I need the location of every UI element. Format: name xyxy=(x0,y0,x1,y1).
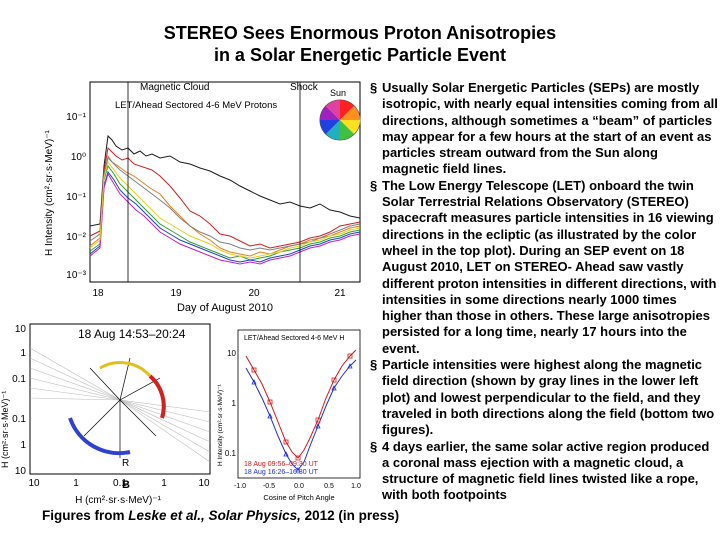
pitch-xtick-label: -1.0 xyxy=(234,483,246,490)
bullet-marker: § xyxy=(370,357,378,373)
top-ytick-label: 10⁰ xyxy=(71,152,86,163)
polar-plot-title: 18 Aug 14:53–20:24 xyxy=(78,327,186,341)
pitch-plot-xlabel: Cosine of Pitch Angle xyxy=(263,493,334,502)
top-ytick-label: 10⁻¹ xyxy=(66,192,86,203)
pitch-xtick-label: -0.5 xyxy=(263,483,275,490)
polar-ytick-label: 1 xyxy=(20,440,26,451)
pitch-xtick-label: 0.5 xyxy=(324,483,334,490)
bullet-marker: § xyxy=(370,80,378,95)
pitch-xtick-label: 1.0 xyxy=(351,483,361,490)
bullet-marker: § xyxy=(370,438,378,454)
figure-caption: Figures from Leske et al., Solar Physics… xyxy=(42,508,399,523)
polar-arc-low xyxy=(68,417,131,456)
pitch-series-1-points xyxy=(251,353,353,461)
top-plot-traces xyxy=(89,134,361,265)
pitch-series-2-points xyxy=(251,363,353,473)
polar-ytick-label: 10 xyxy=(15,324,27,335)
polar-xtick-label: 1 xyxy=(161,478,167,489)
polar-arc-high xyxy=(148,374,166,419)
pitch-plot-legend: LET/Ahead Sectored 4-6 MeV H xyxy=(244,335,344,342)
pitch-series-2-label: 18 Aug 16:26–16:30 UT xyxy=(244,469,319,476)
pitch-ytick-label: 10 xyxy=(227,349,236,358)
magnetic-field-lines xyxy=(29,347,211,463)
top-xtick-label: 20 xyxy=(248,288,260,299)
caption-citation: Leske et al., Solar Physics, xyxy=(128,508,301,523)
polar-xtick-label: 10 xyxy=(28,478,40,489)
top-xtick-label: 18 xyxy=(92,288,104,299)
bullet-text: Usually Solar Energetic Particles (SEPs)… xyxy=(382,80,718,177)
polar-plot-ylabel: H (cm²·sr·s·MeV)⁻¹ xyxy=(0,391,10,468)
bullet-text: The Low Energy Telescope (LET) onboard t… xyxy=(382,177,717,356)
polar-xtick-label: 0.1 xyxy=(113,478,127,489)
top-xtick-label: 21 xyxy=(334,288,346,299)
radial-label: R xyxy=(122,458,129,469)
pitch-plot-ylabel: H Intensity (cm²·sr·s·MeV)⁻¹ xyxy=(217,383,224,466)
caption-suffix: 2012 (in press) xyxy=(300,508,400,523)
polar-intensity-plot: 18 Aug 14:53–20:24 B R 10 1 0.1 0.1 1 10… xyxy=(0,323,211,506)
polar-arc-mid xyxy=(99,361,152,378)
bullet-text: 4 days earlier, the same solar active re… xyxy=(382,438,710,503)
polar-ytick-label: 10 xyxy=(15,466,27,477)
caption-prefix: Figures from xyxy=(42,508,129,523)
bullet-item: § Particle intensities were highest along… xyxy=(366,357,718,438)
top-plot-legend: LET/Ahead Sectored 4-6 MeV Protons xyxy=(115,100,277,111)
bullet-list: § Usually Solar Energetic Particles (SEPs… xyxy=(366,80,718,504)
polar-plot-xlabel: H (cm²·sr·s·MeV)⁻¹ xyxy=(75,495,161,506)
pitch-ytick-label: 1 xyxy=(232,399,237,408)
top-ytick-label: 10⁻¹ xyxy=(66,112,86,123)
pitch-series-2-line xyxy=(245,359,357,471)
b-field-label: B xyxy=(122,479,130,491)
shock-label: Shock xyxy=(290,82,319,93)
polar-ytick-label: 0.1 xyxy=(12,414,26,425)
magnetic-cloud-label: Magnetic Cloud xyxy=(140,82,209,93)
pitch-ytick-label: 0.1 xyxy=(225,449,237,458)
bullet-item: § Usually Solar Energetic Particles (SEPs… xyxy=(366,80,718,178)
bullet-marker: § xyxy=(370,177,378,193)
sun-label: Sun xyxy=(330,88,346,98)
slide-title-line1: STEREO Sees Enormous Proton Anisotropies xyxy=(163,23,557,43)
pitch-angle-plot: LET/Ahead Sectored 4-6 MeV H 18 Aug 09:5… xyxy=(217,329,361,502)
bullet-item: § The Low Energy Telescope (LET) onboard … xyxy=(366,178,718,357)
top-intensity-plot: Magnetic Cloud Shock LET/Ahead Sectored … xyxy=(44,81,361,314)
polar-ytick-label: 0.1 xyxy=(12,374,26,385)
pitch-series-1-label: 18 Aug 09:56–09:30 UT xyxy=(244,461,319,468)
pitch-xtick-label: 0.0 xyxy=(294,483,304,490)
polar-xtick-label: 1 xyxy=(73,478,79,489)
top-ytick-label: 10⁻² xyxy=(66,232,86,243)
pitch-series-1-line xyxy=(245,349,357,459)
top-xtick-label: 19 xyxy=(170,288,182,299)
bullet-item: § 4 days earlier, the same solar active r… xyxy=(366,439,718,504)
top-plot-xlabel: Day of August 2010 xyxy=(177,302,273,314)
polar-xtick-label: 10 xyxy=(198,478,210,489)
slide-title-line2: in a Solar Energetic Particle Event xyxy=(213,45,507,65)
bullet-text: Particle intensities were highest along … xyxy=(382,357,715,438)
polar-ytick-label: 1 xyxy=(20,348,26,359)
sun-color-wheel xyxy=(319,99,361,141)
top-plot-ylabel: H Intensity (cm²·sr·s·MeV)⁻¹ xyxy=(44,130,55,257)
top-ytick-label: 10⁻³ xyxy=(66,270,86,281)
